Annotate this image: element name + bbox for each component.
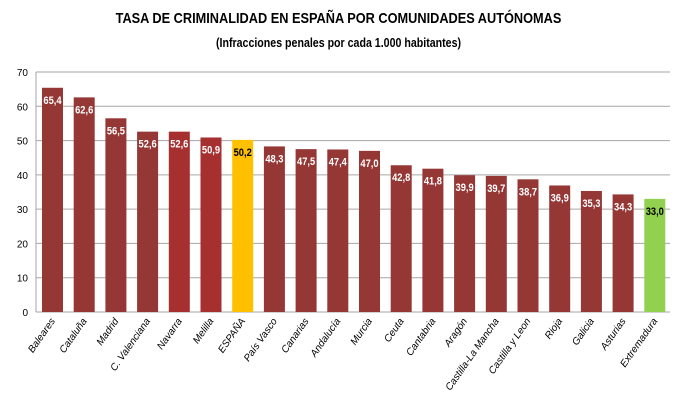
bar bbox=[73, 97, 95, 312]
y-tick-label: 40 bbox=[17, 171, 29, 182]
x-tick-label: Rioja bbox=[543, 316, 565, 341]
bar bbox=[422, 168, 444, 312]
x-tick-label: Cataluña bbox=[58, 316, 90, 355]
data-label: 48,3 bbox=[265, 154, 283, 166]
bar bbox=[327, 149, 349, 312]
x-tick-label: Baleares bbox=[26, 316, 58, 355]
bar bbox=[168, 131, 190, 312]
x-tick-label: Canarias bbox=[280, 316, 312, 355]
bar bbox=[549, 185, 571, 312]
data-label: 41,8 bbox=[424, 176, 442, 188]
bar bbox=[612, 194, 634, 312]
x-tick-label: Andalucía bbox=[308, 316, 343, 360]
data-label: 38,7 bbox=[519, 187, 537, 199]
x-tick-label: ESPAÑA bbox=[215, 315, 249, 355]
data-label: 36,9 bbox=[551, 193, 569, 205]
bar bbox=[42, 87, 63, 313]
data-label: 52,6 bbox=[170, 139, 188, 151]
y-tick-label: 60 bbox=[17, 102, 29, 113]
data-label: 33,0 bbox=[646, 206, 664, 218]
x-tick-label: Aragón bbox=[442, 316, 470, 350]
bar bbox=[295, 149, 317, 312]
data-label: 62,6 bbox=[75, 105, 93, 117]
x-tick-label: Melilla bbox=[191, 316, 217, 346]
x-tick-label: Cantabria bbox=[404, 316, 438, 358]
bar bbox=[200, 137, 222, 312]
data-label: 47,0 bbox=[360, 158, 378, 170]
data-label: 50,9 bbox=[202, 145, 220, 157]
data-label: 39,7 bbox=[487, 183, 505, 195]
data-label: 39,9 bbox=[456, 183, 474, 195]
y-tick-label: 10 bbox=[17, 274, 29, 285]
data-label: 34,3 bbox=[614, 202, 632, 214]
bar bbox=[359, 150, 380, 312]
bar bbox=[454, 175, 476, 312]
data-label: 47,4 bbox=[329, 157, 347, 169]
bar bbox=[644, 198, 666, 312]
x-tick-label: Ceuta bbox=[382, 316, 407, 345]
data-label: 47,5 bbox=[297, 157, 315, 169]
data-label: 35,3 bbox=[582, 198, 600, 210]
x-tick-label: Murcia bbox=[349, 316, 375, 347]
bar bbox=[485, 175, 507, 312]
bar bbox=[580, 190, 602, 312]
y-tick-label: 70 bbox=[17, 68, 29, 79]
x-tick-label: Madrid bbox=[95, 316, 122, 348]
x-tick-label: Navarra bbox=[155, 316, 185, 352]
bar bbox=[517, 179, 539, 312]
bar bbox=[390, 165, 412, 312]
bar bbox=[263, 146, 285, 312]
chart-title: TASA DE CRIMINALIDAD EN ESPAÑA POR COMUN… bbox=[115, 10, 562, 27]
data-label: 42,8 bbox=[392, 173, 410, 185]
bar bbox=[137, 131, 159, 312]
x-tick-label: Galicia bbox=[570, 316, 597, 348]
y-tick-label: 20 bbox=[17, 239, 29, 250]
data-label: 50,2 bbox=[234, 147, 252, 159]
bar bbox=[232, 139, 254, 312]
bar bbox=[105, 118, 127, 313]
x-tick-label: Asturias bbox=[598, 316, 628, 353]
y-tick-label: 0 bbox=[22, 308, 28, 319]
y-tick-label: 30 bbox=[17, 205, 29, 216]
data-label: 56,5 bbox=[107, 126, 125, 138]
y-tick-label: 50 bbox=[17, 137, 29, 148]
chart-subtitle: (Infracciones penales por cada 1.000 hab… bbox=[215, 36, 462, 50]
data-label: 52,6 bbox=[139, 139, 157, 151]
data-label: 65,4 bbox=[43, 95, 61, 107]
